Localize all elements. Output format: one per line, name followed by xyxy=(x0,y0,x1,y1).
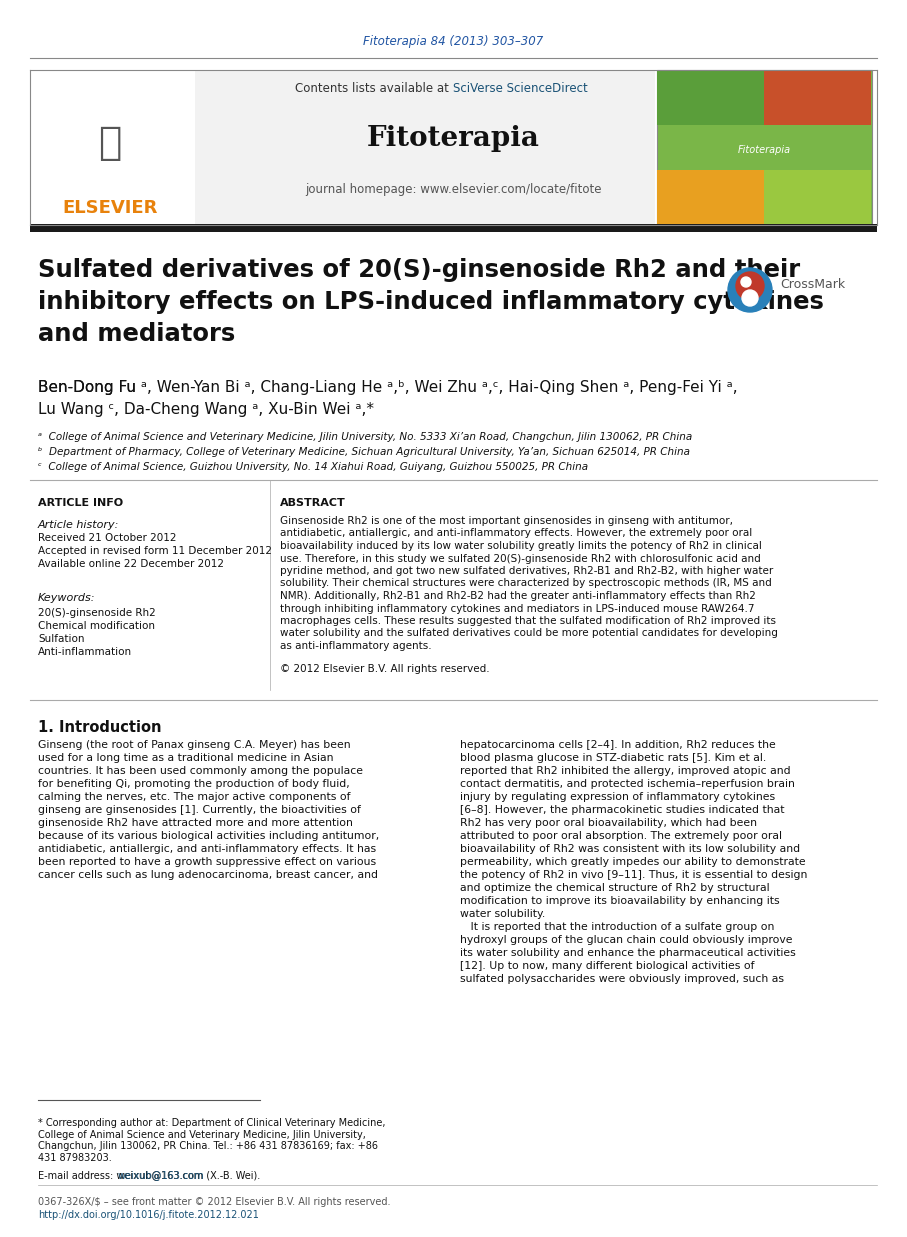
Circle shape xyxy=(742,289,758,306)
Text: [6–8]. However, the pharmacokinetic studies indicated that: [6–8]. However, the pharmacokinetic stud… xyxy=(460,805,785,815)
Text: antidiabetic, antiallergic, and anti-inflammatory effects. However, the extremel: antidiabetic, antiallergic, and anti-inf… xyxy=(280,528,752,538)
Text: permeability, which greatly impedes our ability to demonstrate: permeability, which greatly impedes our … xyxy=(460,857,805,867)
Text: Keywords:: Keywords: xyxy=(38,593,95,602)
FancyBboxPatch shape xyxy=(30,224,877,233)
Text: pyridine method, and got two new sulfated derivatives, Rh2-B1 and Rh2-B2, with h: pyridine method, and got two new sulfate… xyxy=(280,567,774,576)
Text: antidiabetic, antiallergic, and anti-inflammatory effects. It has: antidiabetic, antiallergic, and anti-inf… xyxy=(38,844,376,854)
Text: weixub@163.com: weixub@163.com xyxy=(118,1170,205,1180)
FancyBboxPatch shape xyxy=(764,169,871,225)
Text: attributed to poor oral absorption. The extremely poor oral: attributed to poor oral absorption. The … xyxy=(460,831,782,841)
Text: because of its various biological activities including antitumor,: because of its various biological activi… xyxy=(38,831,379,841)
Text: reported that Rh2 inhibited the allergy, improved atopic and: reported that Rh2 inhibited the allergy,… xyxy=(460,766,791,776)
Text: ᵃ  College of Animal Science and Veterinary Medicine, Jilin University, No. 5333: ᵃ College of Animal Science and Veterina… xyxy=(38,432,692,442)
Text: ARTICLE INFO: ARTICLE INFO xyxy=(38,499,123,508)
Text: 🌳: 🌳 xyxy=(98,124,122,162)
Text: NMR). Additionally, Rh2-B1 and Rh2-B2 had the greater anti-inflammatory effects : NMR). Additionally, Rh2-B1 and Rh2-B2 ha… xyxy=(280,591,756,601)
Text: Ginseng (the root of Panax ginseng C.A. Meyer) has been: Ginseng (the root of Panax ginseng C.A. … xyxy=(38,740,351,750)
FancyBboxPatch shape xyxy=(764,71,871,125)
Text: its water solubility and enhance the pharmaceutical activities: its water solubility and enhance the pha… xyxy=(460,948,795,957)
Text: Lu Wang ᶜ, Da-Cheng Wang ᵃ, Xu-Bin Wei ᵃ,*: Lu Wang ᶜ, Da-Cheng Wang ᵃ, Xu-Bin Wei ᵃ… xyxy=(38,402,374,417)
Text: blood plasma glucose in STZ-diabetic rats [5]. Kim et al.: blood plasma glucose in STZ-diabetic rat… xyxy=(460,753,766,763)
Text: cancer cells such as lung adenocarcinoma, breast cancer, and: cancer cells such as lung adenocarcinoma… xyxy=(38,870,378,880)
FancyBboxPatch shape xyxy=(35,98,183,218)
Text: countries. It has been used commonly among the populace: countries. It has been used commonly amo… xyxy=(38,766,363,776)
Text: journal homepage: www.elsevier.com/locate/fitote: journal homepage: www.elsevier.com/locat… xyxy=(305,183,601,197)
Text: used for a long time as a traditional medicine in Asian: used for a long time as a traditional me… xyxy=(38,753,334,763)
Text: 20(S)-ginsenoside Rh2: 20(S)-ginsenoside Rh2 xyxy=(38,609,156,618)
Text: http://dx.doi.org/10.1016/j.fitote.2012.12.021: http://dx.doi.org/10.1016/j.fitote.2012.… xyxy=(38,1210,258,1220)
Text: been reported to have a growth suppressive effect on various: been reported to have a growth suppressi… xyxy=(38,857,376,867)
FancyBboxPatch shape xyxy=(30,71,195,225)
Text: bioavailability induced by its low water solubility greatly limits the potency o: bioavailability induced by its low water… xyxy=(280,541,762,550)
Text: SciVerse ScienceDirect: SciVerse ScienceDirect xyxy=(453,82,588,94)
Text: ᵇ  Department of Pharmacy, College of Veterinary Medicine, Sichuan Agricultural : ᵇ Department of Pharmacy, College of Vet… xyxy=(38,447,690,456)
Text: ABSTRACT: ABSTRACT xyxy=(280,499,346,508)
Text: through inhibiting inflammatory cytokines and mediators in LPS-induced mouse RAW: through inhibiting inflammatory cytokine… xyxy=(280,604,755,614)
Text: use. Therefore, in this study we sulfated 20(S)-ginsenoside Rh2 with chlorosulfo: use. Therefore, in this study we sulfate… xyxy=(280,553,761,564)
Text: Sulfation: Sulfation xyxy=(38,635,84,644)
Text: Chemical modification: Chemical modification xyxy=(38,621,155,631)
Circle shape xyxy=(728,268,772,312)
Text: macrophages cells. These results suggested that the sulfated modification of Rh2: macrophages cells. These results suggest… xyxy=(280,616,776,626)
Text: for benefiting Qi, promoting the production of body fluid,: for benefiting Qi, promoting the product… xyxy=(38,779,350,789)
Text: E-mail address: weixub@163.com (X.-B. Wei).: E-mail address: weixub@163.com (X.-B. We… xyxy=(38,1170,260,1180)
Text: as anti-inflammatory agents.: as anti-inflammatory agents. xyxy=(280,641,432,651)
Text: Received 21 October 2012: Received 21 October 2012 xyxy=(38,533,177,543)
Text: calming the nerves, etc. The major active components of: calming the nerves, etc. The major activ… xyxy=(38,792,350,802)
Text: It is reported that the introduction of a sulfate group on: It is reported that the introduction of … xyxy=(460,922,775,931)
Text: and optimize the chemical structure of Rh2 by structural: and optimize the chemical structure of R… xyxy=(460,883,770,893)
FancyBboxPatch shape xyxy=(657,71,872,225)
Text: contact dermatitis, and protected ischemia–reperfusion brain: contact dermatitis, and protected ischem… xyxy=(460,779,795,789)
Text: injury by regulating expression of inflammatory cytokines: injury by regulating expression of infla… xyxy=(460,792,775,802)
Text: * Corresponding author at: Department of Clinical Veterinary Medicine,
College o: * Corresponding author at: Department of… xyxy=(38,1118,385,1163)
Text: Article history:: Article history: xyxy=(38,520,120,529)
Text: Ben-Dong Fu ᵃ, Wen-Yan Bi ᵃ, Chang-Liang He ᵃ,ᵇ, Wei Zhu ᵃ,ᶜ, Hai-Qing Shen ᵃ, P: Ben-Dong Fu ᵃ, Wen-Yan Bi ᵃ, Chang-Liang… xyxy=(38,380,737,395)
Text: Rh2 has very poor oral bioavailability, which had been: Rh2 has very poor oral bioavailability, … xyxy=(460,818,757,828)
FancyBboxPatch shape xyxy=(657,169,764,225)
Text: inhibitory effects on LPS-induced inflammatory cytokines: inhibitory effects on LPS-induced inflam… xyxy=(38,289,824,314)
Text: Ginsenoside Rh2 is one of the most important ginsenosides in ginseng with antitu: Ginsenoside Rh2 is one of the most impor… xyxy=(280,516,733,526)
Text: Fitoterapia: Fitoterapia xyxy=(737,145,791,155)
Text: CrossMark: CrossMark xyxy=(780,278,845,292)
Text: water solubility and the sulfated derivatives could be more potential candidates: water solubility and the sulfated deriva… xyxy=(280,628,778,638)
Text: and mediators: and mediators xyxy=(38,322,235,346)
Text: Sulfated derivatives of 20(S)-ginsenoside Rh2 and their: Sulfated derivatives of 20(S)-ginsenosid… xyxy=(38,259,800,282)
Text: [12]. Up to now, many different biological activities of: [12]. Up to now, many different biologic… xyxy=(460,961,755,971)
Text: Available online 22 December 2012: Available online 22 December 2012 xyxy=(38,559,224,569)
Circle shape xyxy=(741,277,751,287)
Text: hydroxyl groups of the glucan chain could obviously improve: hydroxyl groups of the glucan chain coul… xyxy=(460,935,793,945)
Text: Contents lists available at: Contents lists available at xyxy=(296,82,453,94)
Text: Anti-inflammation: Anti-inflammation xyxy=(38,647,132,657)
Text: ginseng are ginsenosides [1]. Currently, the bioactivities of: ginseng are ginsenosides [1]. Currently,… xyxy=(38,805,361,815)
Text: ginsenoside Rh2 have attracted more and more attention: ginsenoside Rh2 have attracted more and … xyxy=(38,818,353,828)
FancyBboxPatch shape xyxy=(195,71,655,225)
Text: ELSEVIER: ELSEVIER xyxy=(63,199,158,216)
Text: Accepted in revised form 11 December 2012: Accepted in revised form 11 December 201… xyxy=(38,546,272,555)
Text: the potency of Rh2 in vivo [9–11]. Thus, it is essential to design: the potency of Rh2 in vivo [9–11]. Thus,… xyxy=(460,870,807,880)
Text: hepatocarcinoma cells [2–4]. In addition, Rh2 reduces the: hepatocarcinoma cells [2–4]. In addition… xyxy=(460,740,775,750)
Text: 0367-326X/$ – see front matter © 2012 Elsevier B.V. All rights reserved.: 0367-326X/$ – see front matter © 2012 El… xyxy=(38,1197,391,1207)
Circle shape xyxy=(736,272,764,301)
FancyBboxPatch shape xyxy=(657,71,764,125)
Text: solubility. Their chemical structures were characterized by spectroscopic method: solubility. Their chemical structures we… xyxy=(280,579,772,589)
Text: modification to improve its bioavailability by enhancing its: modification to improve its bioavailabil… xyxy=(460,896,780,905)
Text: 1. Introduction: 1. Introduction xyxy=(38,720,161,735)
Text: © 2012 Elsevier B.V. All rights reserved.: © 2012 Elsevier B.V. All rights reserved… xyxy=(280,663,490,673)
Text: sulfated polysaccharides were obviously improved, such as: sulfated polysaccharides were obviously … xyxy=(460,974,784,983)
Text: water solubility.: water solubility. xyxy=(460,909,545,919)
Text: Fitoterapia: Fitoterapia xyxy=(366,125,540,151)
Text: ᶜ  College of Animal Science, Guizhou University, No. 14 Xiahui Road, Guiyang, G: ᶜ College of Animal Science, Guizhou Uni… xyxy=(38,461,588,473)
Text: Fitoterapia 84 (2013) 303–307: Fitoterapia 84 (2013) 303–307 xyxy=(363,36,543,48)
Text: Ben-Dong Fu: Ben-Dong Fu xyxy=(38,380,141,395)
Text: bioavailability of Rh2 was consistent with its low solubility and: bioavailability of Rh2 was consistent wi… xyxy=(460,844,800,854)
